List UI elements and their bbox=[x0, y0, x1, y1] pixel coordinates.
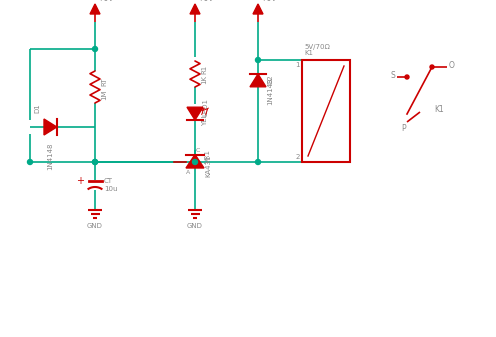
Text: RT: RT bbox=[101, 78, 107, 86]
Text: K1: K1 bbox=[434, 105, 444, 115]
Text: CT: CT bbox=[104, 178, 113, 184]
Circle shape bbox=[430, 65, 434, 69]
Text: 1K: 1K bbox=[201, 74, 207, 84]
Polygon shape bbox=[186, 154, 204, 168]
Text: S: S bbox=[390, 70, 395, 80]
Circle shape bbox=[92, 47, 98, 52]
Text: D1: D1 bbox=[34, 103, 40, 113]
Text: 2: 2 bbox=[296, 154, 300, 160]
Polygon shape bbox=[190, 4, 200, 14]
Text: 1N4148: 1N4148 bbox=[267, 77, 273, 105]
Text: +6V: +6V bbox=[197, 0, 213, 3]
Polygon shape bbox=[253, 4, 263, 14]
Circle shape bbox=[255, 58, 260, 62]
Text: 1M: 1M bbox=[101, 90, 107, 100]
Text: 10u: 10u bbox=[104, 186, 118, 192]
Text: LED1: LED1 bbox=[202, 98, 208, 116]
Text: +6V: +6V bbox=[97, 0, 114, 3]
Text: O: O bbox=[449, 61, 455, 69]
Polygon shape bbox=[90, 4, 100, 14]
Text: D2: D2 bbox=[267, 74, 273, 84]
Text: C: C bbox=[196, 149, 200, 153]
Polygon shape bbox=[187, 107, 203, 120]
Circle shape bbox=[255, 159, 260, 164]
Circle shape bbox=[192, 159, 197, 164]
Text: 1: 1 bbox=[296, 62, 300, 68]
Polygon shape bbox=[44, 119, 57, 135]
Text: A: A bbox=[186, 170, 190, 175]
Text: GND: GND bbox=[187, 223, 203, 229]
Text: 5V/70Ω: 5V/70Ω bbox=[304, 44, 330, 50]
Circle shape bbox=[405, 75, 409, 79]
Circle shape bbox=[27, 159, 33, 164]
Text: K1: K1 bbox=[304, 50, 313, 56]
Text: KA431: KA431 bbox=[205, 155, 211, 177]
Polygon shape bbox=[250, 74, 266, 87]
Text: R: R bbox=[197, 164, 201, 169]
Text: R1: R1 bbox=[201, 64, 207, 73]
Circle shape bbox=[92, 159, 98, 164]
Text: +6V: +6V bbox=[260, 0, 276, 3]
Text: GND: GND bbox=[87, 223, 103, 229]
Text: 1N4148: 1N4148 bbox=[47, 142, 53, 170]
Text: VR1: VR1 bbox=[205, 149, 211, 163]
Text: YEL: YEL bbox=[202, 114, 208, 126]
Bar bbox=[302, 60, 350, 162]
Text: +: + bbox=[76, 176, 84, 186]
Circle shape bbox=[92, 159, 98, 164]
Text: P: P bbox=[402, 124, 406, 133]
